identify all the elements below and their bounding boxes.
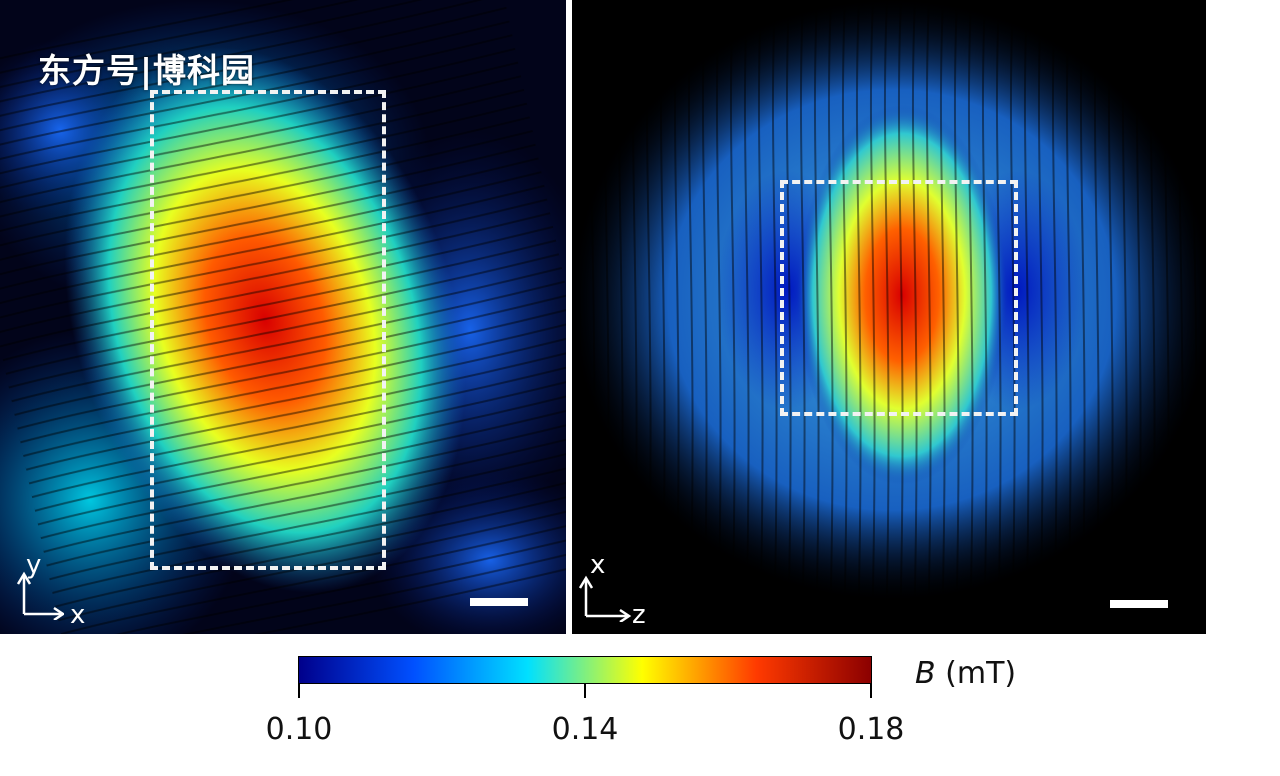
colorbar-variable: B: [915, 656, 936, 691]
axis-arrows-icon: [16, 571, 64, 620]
region-of-interest-box: [780, 180, 1018, 416]
streamline-image-xy: 东方号|博科园 y x: [0, 0, 566, 634]
colorbar-tick-mid: [584, 684, 586, 698]
colorbar-title: B (mT): [915, 656, 1016, 691]
colorbar-mid-label: 0.14: [551, 712, 619, 747]
colorbar-tick-min: [298, 684, 300, 698]
axis-label-horizontal: x: [70, 600, 86, 630]
colorbar: [298, 656, 872, 698]
field-map-xy: [0, 0, 566, 634]
scale-bar: [470, 598, 528, 606]
axis-label-vertical: x: [590, 550, 606, 580]
scale-bar: [1110, 600, 1168, 608]
axis-arrows-icon: [578, 575, 632, 622]
watermark-text: 东方号|博科园: [38, 51, 256, 90]
colorbar-tick-max: [870, 684, 872, 698]
colorbar-max-label: 0.18: [837, 712, 905, 747]
colorbar-min-label: 0.10: [265, 712, 333, 747]
region-of-interest-box: [150, 90, 386, 570]
colorbar-gradient: [298, 656, 872, 684]
axis-label-vertical: y: [26, 550, 42, 580]
field-map-xz: [572, 0, 1206, 634]
streamline-image-xz: x z: [572, 0, 1206, 634]
colorbar-unit: (mT): [945, 656, 1017, 691]
axis-label-horizontal: z: [632, 600, 646, 630]
